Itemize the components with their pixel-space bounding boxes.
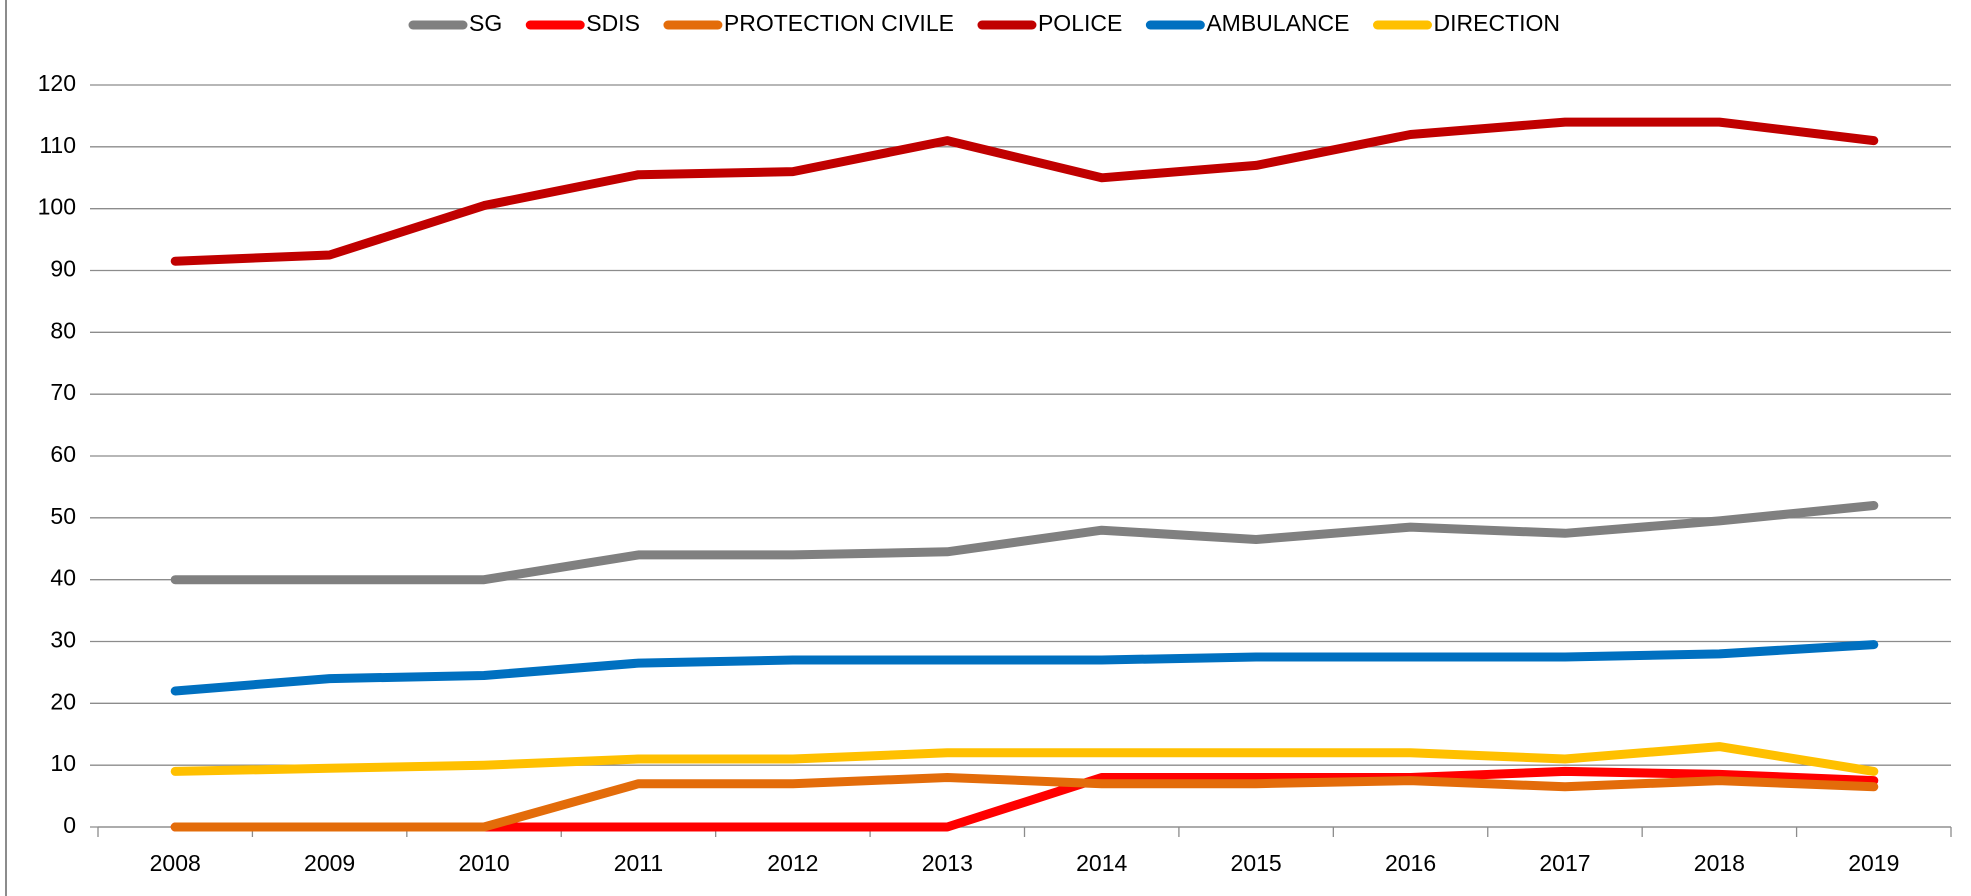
y-tick-label: 60 xyxy=(50,441,76,467)
series-line xyxy=(170,773,1879,832)
y-tick-label: 100 xyxy=(38,194,76,220)
x-tick-label: 2019 xyxy=(1848,850,1899,876)
y-tick-label: 0 xyxy=(63,812,76,838)
x-tick-label: 2016 xyxy=(1385,850,1436,876)
y-tick-label: 50 xyxy=(50,503,76,529)
x-tick-label: 2014 xyxy=(1076,850,1127,876)
legend-label: SDIS xyxy=(586,10,640,36)
series-line xyxy=(170,501,1879,585)
x-tick-label: 2010 xyxy=(458,850,509,876)
y-tick-label: 90 xyxy=(50,256,76,282)
x-tick-label: 2018 xyxy=(1694,850,1745,876)
y-tick-label: 120 xyxy=(38,70,76,96)
y-tick-label: 80 xyxy=(50,317,76,343)
x-tick-label: 2009 xyxy=(304,850,355,876)
x-tick-label: 2017 xyxy=(1539,850,1590,876)
legend-label: SG xyxy=(469,10,502,36)
series-line xyxy=(170,117,1879,266)
series-line xyxy=(170,742,1879,776)
x-tick-label: 2011 xyxy=(614,850,663,876)
y-tick-label: 40 xyxy=(50,565,76,591)
y-tick-label: 30 xyxy=(50,627,76,653)
series-line xyxy=(170,640,1879,696)
y-tick-label: 20 xyxy=(50,688,76,714)
x-tick-label: 2015 xyxy=(1231,850,1282,876)
x-tick-label: 2013 xyxy=(922,850,973,876)
legend-label: PROTECTION CIVILE xyxy=(724,10,954,36)
legend-label: AMBULANCE xyxy=(1206,10,1349,36)
y-tick-label: 110 xyxy=(39,132,76,158)
x-tick-label: 2012 xyxy=(767,850,818,876)
legend-label: POLICE xyxy=(1038,10,1122,36)
x-tick-label: 2008 xyxy=(150,850,201,876)
legend-label: DIRECTION xyxy=(1434,10,1561,36)
y-tick-label: 10 xyxy=(50,750,76,776)
y-tick-label: 70 xyxy=(50,379,76,405)
